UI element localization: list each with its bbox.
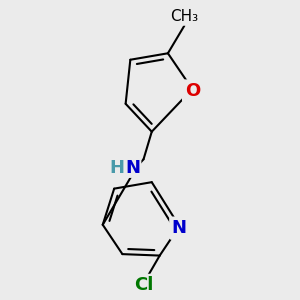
Text: N: N — [125, 159, 140, 177]
Text: Cl: Cl — [134, 277, 153, 295]
Text: CH₃: CH₃ — [170, 9, 198, 24]
Text: O: O — [185, 82, 200, 100]
Text: N: N — [172, 219, 187, 237]
Text: H: H — [109, 159, 124, 177]
